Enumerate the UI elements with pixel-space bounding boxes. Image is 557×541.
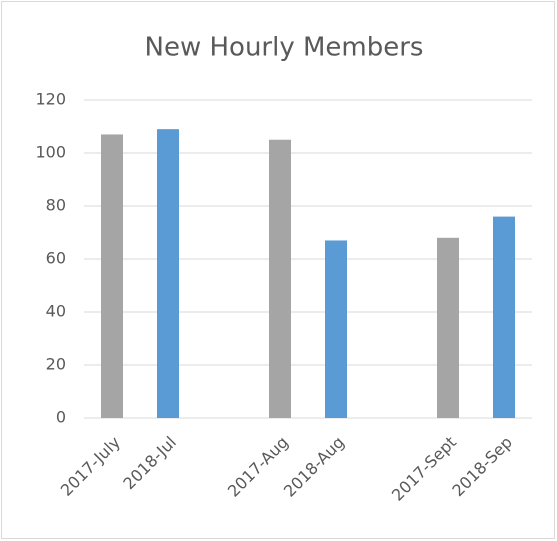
y-tick-label: 40: [46, 302, 66, 321]
bar: [269, 139, 291, 418]
bar: [101, 134, 123, 418]
bar: [325, 240, 347, 418]
y-tick-label: 100: [35, 143, 66, 162]
y-tick-label: 20: [46, 355, 66, 374]
y-tick-label: 60: [46, 249, 66, 268]
bar: [157, 129, 179, 418]
y-tick-label: 0: [56, 408, 66, 427]
bar: [437, 237, 459, 418]
bar: [493, 216, 515, 418]
y-tick-label: 120: [35, 90, 66, 109]
chart-title: New Hourly Members: [145, 33, 424, 63]
y-tick-label: 80: [46, 196, 66, 215]
